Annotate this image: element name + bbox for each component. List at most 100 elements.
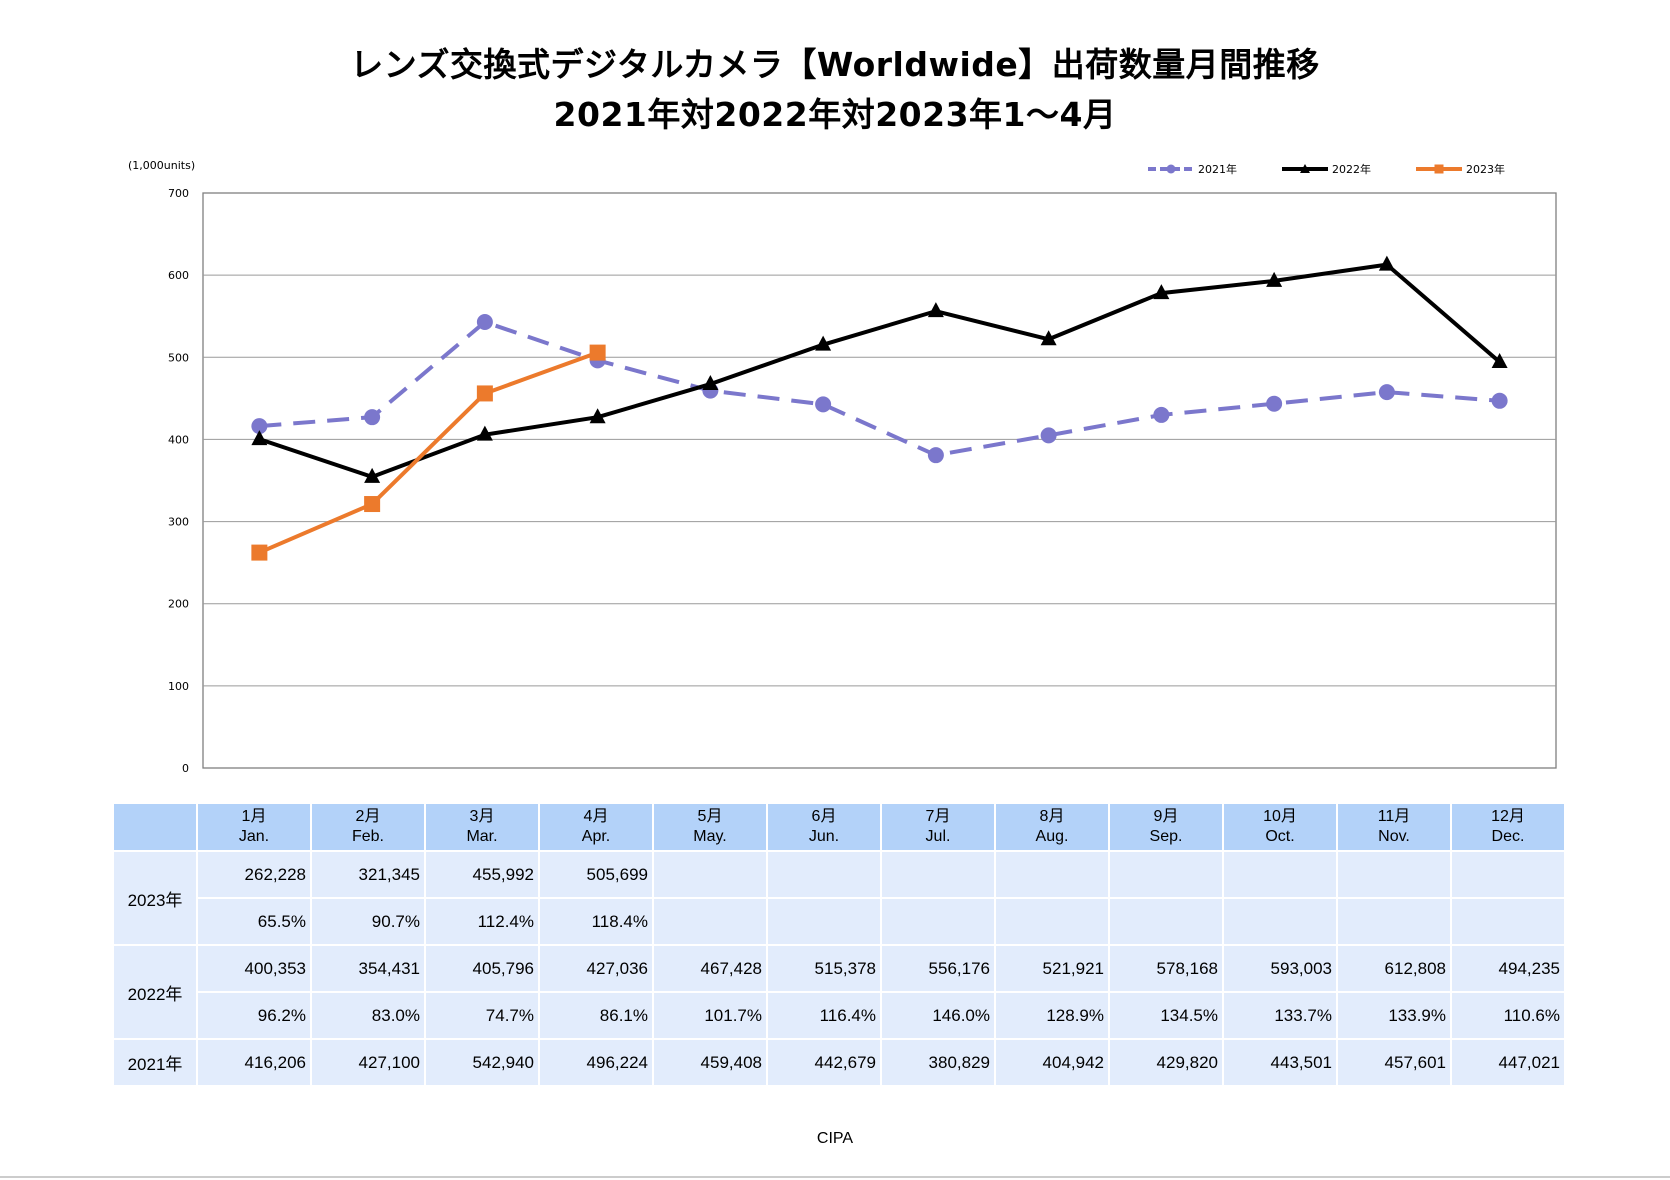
units-cell: 354,431 <box>310 944 426 993</box>
units-cell: 405,796 <box>424 944 540 993</box>
units-cell: 459,408 <box>652 1038 768 1087</box>
bottom-divider <box>0 1176 1670 1178</box>
ratio-cell <box>994 897 1110 946</box>
marker-2022年-2 <box>476 425 493 441</box>
y-tick-label: 200 <box>168 598 189 611</box>
month-en: Oct. <box>1265 828 1295 845</box>
marker-2023年-2 <box>476 385 493 402</box>
ratio-cell: 118.4% <box>538 897 654 946</box>
units-cell: 494,235 <box>1450 944 1566 993</box>
marker-2022年-0 <box>251 430 268 446</box>
plot-area <box>202 192 1557 769</box>
ratio-cell: 112.4% <box>424 897 540 946</box>
marker-2022年-11 <box>1491 353 1508 369</box>
ratio-cell <box>766 897 882 946</box>
series-line-2021年 <box>259 319 1500 458</box>
ratio-cell: 134.5% <box>1108 991 1224 1040</box>
table-row: 2023年 262,228 321,345 455,992 505,699 <box>112 850 1566 946</box>
units-cell: 321,345 <box>310 850 426 899</box>
legend-label: 2021年 <box>1198 162 1237 176</box>
ratio-cell: 101.7% <box>652 991 768 1040</box>
month-header: 2月 Feb. <box>310 802 426 852</box>
marker-2021年-7 <box>1040 427 1057 444</box>
marker-2022年-4 <box>702 375 719 391</box>
units-cell: 442,679 <box>766 1038 882 1087</box>
y-tick-label: 300 <box>168 516 189 529</box>
month-jp: 8月 <box>1039 808 1065 825</box>
month-header: 9月 Sep. <box>1108 802 1224 852</box>
y-tick-label: 600 <box>168 269 189 282</box>
month-header: 8月 Aug. <box>994 802 1110 852</box>
units-cell <box>1336 850 1452 899</box>
units-cell <box>652 850 768 899</box>
month-jp: 1月 <box>241 808 267 825</box>
ratio-cell: 133.9% <box>1336 991 1452 1040</box>
month-jp: 9月 <box>1153 808 1179 825</box>
marker-2021年-2 <box>476 314 493 331</box>
units-cell: 262,228 <box>196 850 312 899</box>
ratio-cell: 83.0% <box>310 991 426 1040</box>
month-jp: 3月 <box>469 808 495 825</box>
units-cell: 443,501 <box>1222 1038 1338 1087</box>
units-cell: 455,992 <box>424 850 540 899</box>
units-cell: 505,699 <box>538 850 654 899</box>
month-en: Apr. <box>581 828 611 845</box>
ratio-cell: 86.1% <box>538 991 654 1040</box>
ratio-cell <box>1108 897 1224 946</box>
units-cell: 416,206 <box>196 1038 312 1087</box>
ratio-cell: 133.7% <box>1222 991 1338 1040</box>
marker-2021年-5 <box>815 396 832 413</box>
legend-marker <box>1166 164 1176 174</box>
ratio-cell: 128.9% <box>994 991 1110 1040</box>
marker-2023年-3 <box>589 344 606 361</box>
units-cell <box>1222 850 1338 899</box>
series-line-2023年 <box>258 350 599 555</box>
ratio-cell: 96.2% <box>196 991 312 1040</box>
units-cell: 380,829 <box>880 1038 996 1087</box>
ratio-cell <box>880 897 996 946</box>
ratio-cell <box>1222 897 1338 946</box>
month-header: 11月 Nov. <box>1336 802 1452 852</box>
table-row: 2021年 416,206 427,100 542,940 496,224 459,408… <box>112 1038 1566 1087</box>
units-cell: 521,921 <box>994 944 1110 993</box>
month-jp: 5月 <box>697 808 723 825</box>
chart-title: レンズ交換式デジタルカメラ【Worldwide】出荷数量月間推移 <box>350 45 1320 84</box>
legend-label: 2023年 <box>1466 162 1505 176</box>
legend-marker <box>1434 164 1444 174</box>
marker-2022年-1 <box>364 467 381 483</box>
month-en: Nov. <box>1378 828 1410 845</box>
marker-2022年-6 <box>927 302 944 318</box>
year-label: 2023年 <box>112 850 198 946</box>
table-header-row: 1月 Jan. 2月 Feb. 3月 Mar. 4月 Apr. 5月 May. 6月 Jun. 7月 Ju… <box>112 802 1566 852</box>
source-label: CIPA <box>816 1130 854 1147</box>
units-cell: 447,021 <box>1450 1038 1566 1087</box>
units-cell: 400,353 <box>196 944 312 993</box>
marker-2021年-11 <box>1491 392 1508 409</box>
marker-2022年-9 <box>1266 271 1283 287</box>
month-en: Sep. <box>1149 828 1183 845</box>
units-cell: 593,003 <box>1222 944 1338 993</box>
units-cell: 427,036 <box>538 944 654 993</box>
chart-subtitle: 2021年対2022年対2023年1～4月 <box>553 95 1117 134</box>
ratio-cell: 146.0% <box>880 991 996 1040</box>
units-cell: 429,820 <box>1108 1038 1224 1087</box>
units-cell: 612,808 <box>1336 944 1452 993</box>
ratio-cell <box>652 897 768 946</box>
units-cell <box>994 850 1110 899</box>
units-cell: 457,601 <box>1336 1038 1452 1087</box>
month-en: Feb. <box>351 828 384 845</box>
table-row: 96.2% 83.0% 74.7% 86.1% 101.7% 116.4% 146.0% 12… <box>113 991 1566 1040</box>
series-line-2022年 <box>258 262 1501 479</box>
month-header: 12月 Dec. <box>1450 802 1566 852</box>
ratio-cell: 90.7% <box>310 897 426 946</box>
ratio-cell: 116.4% <box>766 991 882 1040</box>
month-header: 6月 Jun. <box>766 802 882 852</box>
table-corner-cell <box>112 802 198 852</box>
data-table: 1月 Jan. 2月 Feb. 3月 Mar. 4月 Apr. 5月 May. 6月 Jun. 7月 Ju… <box>112 802 1566 1087</box>
y-tick-label: 400 <box>168 433 189 446</box>
month-header: 4月 Apr. <box>538 802 654 852</box>
units-cell: 542,940 <box>424 1038 540 1087</box>
units-cell: 556,176 <box>880 944 996 993</box>
marker-2022年-7 <box>1040 330 1057 346</box>
legend-label: 2022年 <box>1332 162 1371 176</box>
